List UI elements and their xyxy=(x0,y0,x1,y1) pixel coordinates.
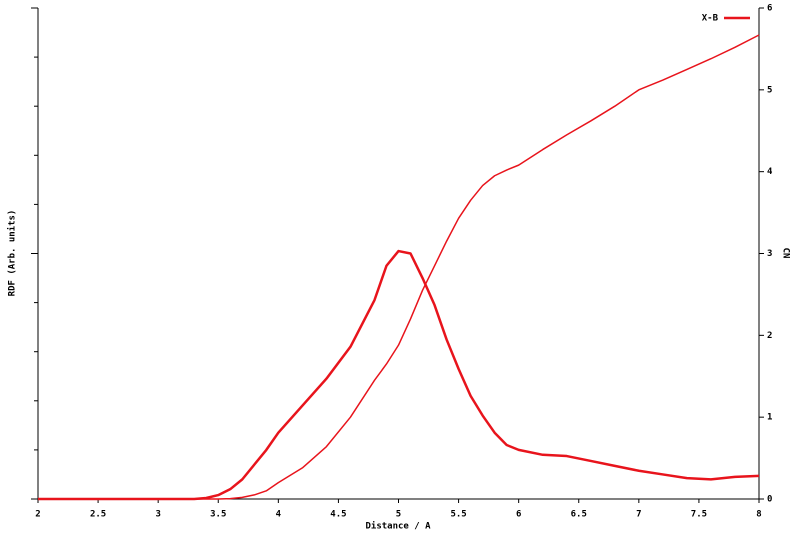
x-tick-label: 5.5 xyxy=(450,510,466,520)
x-tick-label: 4.5 xyxy=(330,510,346,520)
x-tick-label: 2.5 xyxy=(90,510,106,520)
y2-tick-label: 6 xyxy=(767,4,772,14)
x-tick-label: 4 xyxy=(276,510,282,520)
y2-tick-label: 1 xyxy=(767,413,772,423)
x-tick-label: 8 xyxy=(756,510,761,520)
y2-tick-label: 2 xyxy=(767,331,772,341)
x-tick-label: 7.5 xyxy=(691,510,707,520)
y2-tick-label: 0 xyxy=(767,495,772,505)
x-tick-label: 3 xyxy=(155,510,160,520)
x-tick-label: 6 xyxy=(516,510,521,520)
legend-label: X-B xyxy=(702,14,719,24)
x-tick-label: 7 xyxy=(636,510,641,520)
y2-tick-label: 5 xyxy=(767,85,772,95)
x-axis-label: Distance / A xyxy=(365,521,431,532)
data-line xyxy=(38,34,760,500)
data-line xyxy=(38,249,760,501)
x-tick-label: 5 xyxy=(396,510,401,520)
y2-axis-label: CN xyxy=(781,248,791,259)
y-axis-label: RDF (Arb. units) xyxy=(7,210,18,297)
y2-tick-label: 4 xyxy=(767,167,773,177)
x-tick-label: 2 xyxy=(35,510,40,520)
x-tick-label: 6.5 xyxy=(571,510,587,520)
y2-tick-label: 3 xyxy=(767,249,772,259)
x-tick-label: 3.5 xyxy=(210,510,226,520)
